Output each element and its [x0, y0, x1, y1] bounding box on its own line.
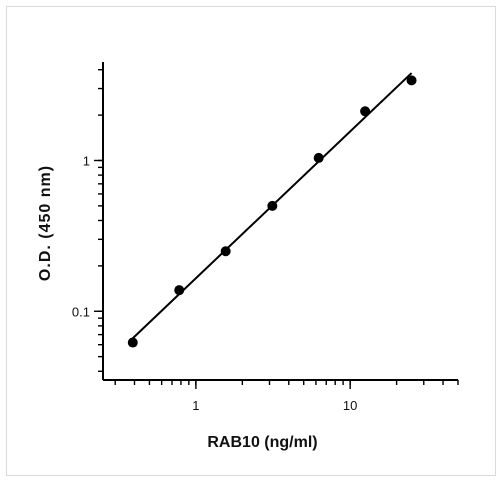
x-axis-label: RAB10 (ng/ml)	[207, 434, 317, 451]
data-point	[267, 200, 278, 211]
y-axis-label: O.D. (450 nm)	[37, 165, 54, 281]
x-tick-label: 1	[192, 398, 199, 413]
tick-labels: 1 10 0.1 1	[72, 153, 357, 413]
data-point	[220, 246, 231, 257]
data-point	[406, 75, 417, 86]
minor-ticks	[98, 69, 459, 385]
data-point	[360, 106, 371, 117]
y-tick-label: 1	[83, 153, 90, 168]
data-point	[174, 285, 185, 296]
axes	[102, 62, 458, 381]
major-ticks	[94, 159, 351, 389]
y-tick-label: 0.1	[72, 304, 90, 319]
data-point	[127, 337, 138, 348]
x-tick-label: 10	[343, 398, 357, 413]
data-point	[313, 152, 324, 163]
data-points	[127, 75, 417, 348]
